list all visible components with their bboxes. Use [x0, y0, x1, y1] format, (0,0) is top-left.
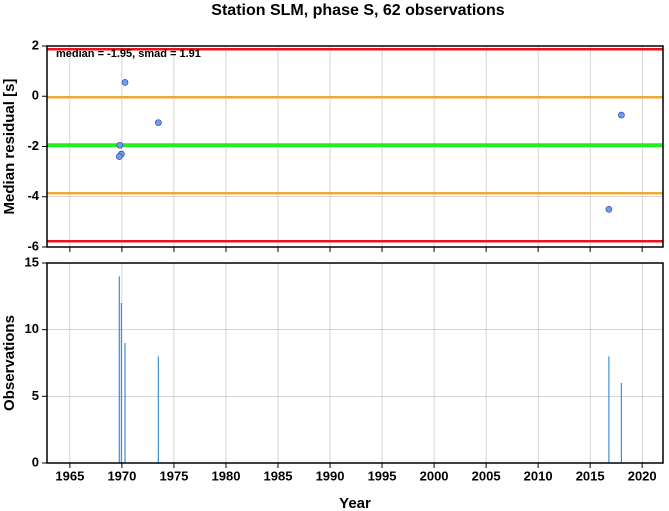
x-tick-label: 2010	[524, 468, 553, 483]
bar	[120, 303, 122, 463]
x-tick-label: 1985	[264, 468, 293, 483]
x-tick-label: 2005	[472, 468, 501, 483]
x-axis-label: Year	[339, 495, 371, 511]
x-tick-label: 2015	[576, 468, 605, 483]
y-axis-label: Observations	[1, 315, 18, 411]
x-tick-label: 1970	[107, 468, 136, 483]
y-tick-label: -2	[27, 138, 39, 153]
x-tick-label: 2020	[628, 468, 657, 483]
point	[116, 141, 124, 149]
point	[116, 153, 123, 160]
point	[605, 206, 613, 213]
annotation: median = -1.95, smad = 1.91	[56, 48, 201, 60]
bar	[118, 276, 120, 463]
y-tick-label: 0	[32, 454, 39, 469]
plot-frame	[46, 262, 664, 464]
bar	[608, 356, 610, 463]
y-tick-label: 2	[32, 37, 39, 52]
x-tick-label: 1965	[55, 468, 84, 483]
y-tick-label: 10	[25, 321, 39, 336]
y-axis-label: Median residual [s]	[1, 79, 18, 215]
point	[155, 119, 162, 126]
bar	[157, 356, 159, 463]
chart-title: Station SLM, phase S, 62 observations	[211, 2, 505, 19]
point	[121, 79, 129, 86]
x-tick-label: 1995	[368, 468, 397, 483]
x-tick-label: 2000	[420, 468, 449, 483]
y-tick-label: 0	[32, 88, 39, 103]
bar	[124, 343, 126, 463]
y-tick-label: -4	[27, 188, 39, 203]
x-tick-label: 1990	[316, 468, 345, 483]
x-tick-label: 1980	[212, 468, 241, 483]
y-tick-label: 15	[25, 254, 39, 269]
bar	[620, 383, 622, 463]
point	[618, 111, 625, 119]
plot-frame	[46, 45, 664, 248]
y-tick-label: -6	[27, 238, 39, 253]
x-tick-label: 1975	[159, 468, 188, 483]
y-tick-label: 5	[32, 388, 39, 403]
